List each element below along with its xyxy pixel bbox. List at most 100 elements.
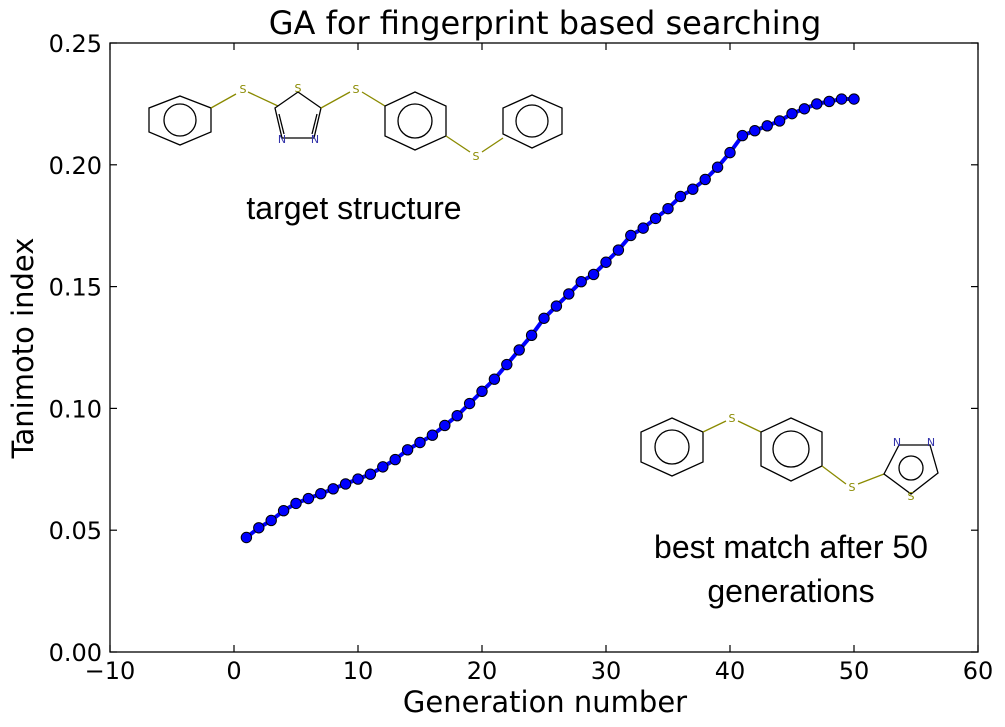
data-point (463, 397, 476, 410)
series-path (245, 97, 854, 540)
data-point (538, 312, 550, 324)
x-tick-label: −10 (85, 657, 136, 685)
x-tick-label: 0 (226, 657, 241, 685)
y-tick-label: 0.00 (49, 639, 102, 667)
bond (320, 91, 351, 109)
data-point (501, 358, 513, 371)
bond (737, 420, 762, 433)
x-tick-label: 60 (963, 657, 994, 685)
data-point (476, 385, 488, 398)
atom-label: S (908, 490, 915, 503)
data-point (835, 93, 848, 105)
y-tick-label: 0.10 (49, 395, 102, 423)
data-point (798, 103, 811, 115)
benzene-ring (760, 417, 823, 482)
chart-title: GA for fingerprint based searching (269, 4, 822, 42)
atom-label: S (353, 83, 360, 96)
data-point (587, 268, 600, 281)
plot-frame (109, 42, 979, 653)
data-point (426, 429, 439, 441)
data-point (625, 229, 637, 242)
data-point (414, 436, 426, 449)
data-point (637, 222, 649, 234)
benzene-ring (502, 94, 563, 149)
data-point (811, 98, 823, 110)
data-point (253, 522, 265, 534)
bond (247, 91, 279, 107)
data-point (711, 161, 724, 173)
data-point (823, 95, 835, 108)
atom-label: S (295, 82, 302, 95)
data-point (265, 514, 277, 527)
data-point (687, 183, 699, 195)
best-match-label: best match after 50 (654, 529, 928, 565)
data-point (674, 190, 687, 203)
data-point (773, 115, 786, 127)
x-tick-label: 30 (591, 657, 622, 685)
x-tick-label: 40 (715, 657, 746, 685)
data-point (513, 344, 525, 356)
y-tick-label: 0.15 (49, 274, 102, 302)
x-tick-label: 50 (839, 657, 870, 685)
benzene-ring (148, 95, 212, 146)
data-point (848, 93, 860, 105)
data-point (451, 410, 463, 422)
aromatic-circle (397, 103, 433, 139)
bond (702, 420, 727, 433)
data-point (600, 256, 612, 268)
x-tick-label: 20 (467, 657, 498, 685)
data-point (401, 444, 414, 456)
bond (361, 91, 386, 107)
bond (445, 135, 471, 153)
aromatic-circle (654, 429, 690, 465)
best-match-label-line2: generations (707, 573, 874, 609)
data-point (749, 124, 761, 137)
atom-label: N (311, 133, 319, 146)
benzene-ring (384, 91, 447, 151)
data-point (761, 120, 773, 132)
data-point (699, 173, 711, 186)
axes (109, 42, 979, 653)
best-match-molecule: S N N S S (640, 412, 939, 503)
atom-label: N (927, 436, 935, 449)
data-point (327, 483, 339, 495)
benzene-ring (640, 417, 704, 477)
data-point (240, 531, 253, 544)
thiadiazole-ring (883, 444, 939, 495)
series-line (240, 93, 860, 544)
data-point (662, 202, 674, 215)
data-point (364, 468, 377, 480)
atom-label: N (893, 436, 901, 449)
y-tick-label: 0.05 (49, 517, 102, 545)
data-point (277, 505, 290, 517)
data-point (488, 373, 501, 385)
data-point (786, 107, 798, 120)
data-point (649, 212, 662, 225)
bond (821, 465, 847, 485)
target-structure-molecule: S S S N N S (148, 82, 563, 163)
x-tick-label: 10 (343, 657, 374, 685)
data-point (612, 244, 625, 256)
data-point (525, 329, 538, 342)
y-tick-label: 0.20 (49, 152, 102, 180)
atom-label: S (849, 481, 856, 494)
data-point (575, 276, 587, 288)
data-point (736, 129, 749, 142)
data-point (302, 492, 315, 505)
atom-label: S (473, 150, 480, 163)
thiadiazole-ring (274, 91, 322, 139)
double-bond (278, 113, 285, 135)
data-point (352, 473, 364, 485)
data-point (389, 453, 401, 466)
bond (857, 473, 885, 485)
double-bond (311, 113, 318, 135)
aromatic-circle (772, 430, 810, 468)
y-axis-label: Tanimoto index (6, 238, 40, 460)
data-point (315, 487, 327, 500)
aromatic-circle (163, 103, 197, 137)
atom-label: N (278, 133, 286, 146)
y-tick-label: 0.25 (49, 30, 102, 58)
data-point (290, 497, 302, 510)
data-point (550, 300, 563, 312)
